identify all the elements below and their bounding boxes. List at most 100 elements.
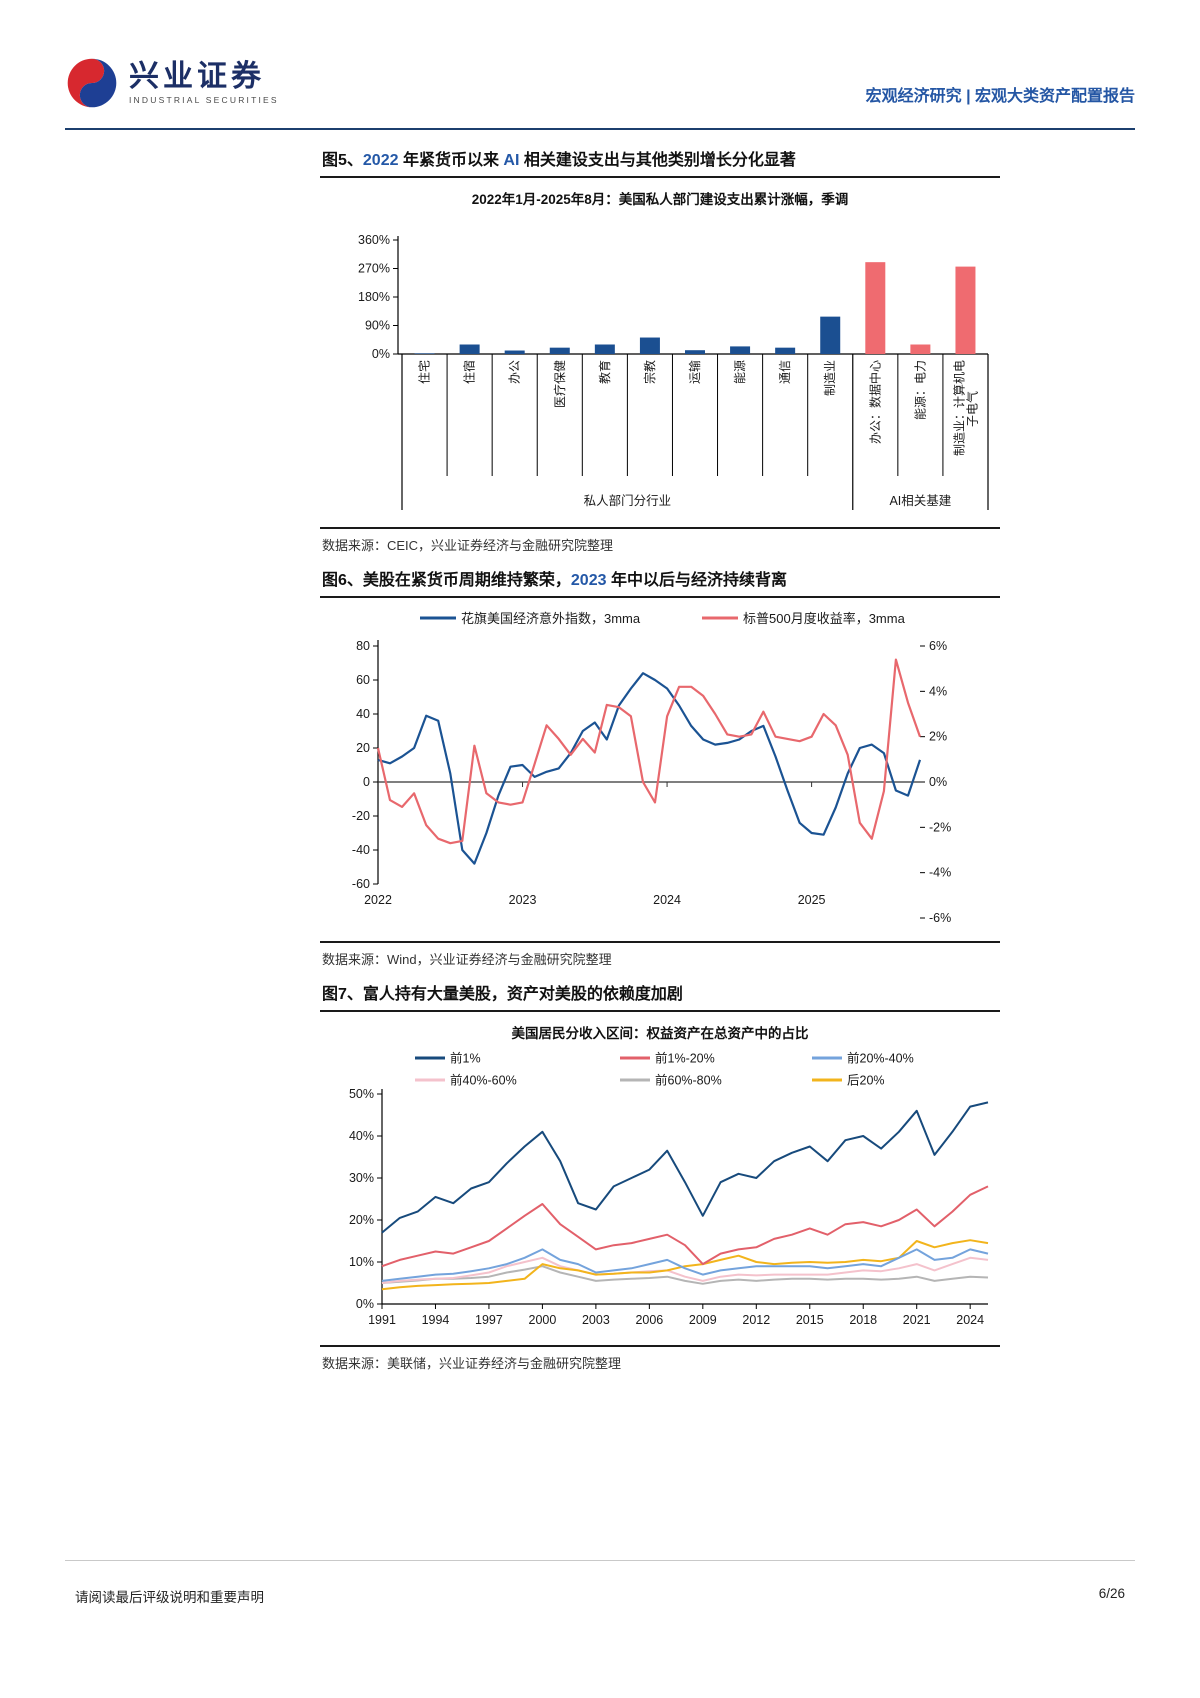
tick-label: 6% bbox=[929, 639, 947, 653]
figure7-source: 数据来源：美联储，兴业证券经济与金融研究院整理 bbox=[320, 1345, 1000, 1374]
series-前60%-80% bbox=[381, 1265, 989, 1285]
bar-10 bbox=[865, 262, 886, 354]
tick-label: -40 bbox=[352, 843, 370, 857]
figure7-block: 图7、富人持有大量美股，资产对美股的依赖度加剧 美国居民分收入区间：权益资产在总… bbox=[320, 984, 1000, 1374]
legend-label: 后20% bbox=[847, 1074, 885, 1088]
tick-label: -60 bbox=[352, 877, 370, 891]
series-前1% bbox=[381, 1101, 989, 1234]
category-label: 能源 bbox=[733, 360, 747, 384]
x-label: 2024 bbox=[956, 1313, 984, 1327]
tick-label: 40 bbox=[356, 707, 370, 721]
bar-2 bbox=[504, 350, 525, 354]
tick-label: 0% bbox=[929, 775, 947, 789]
bar-12 bbox=[955, 266, 976, 354]
legend-label: 标普500月度收益率，3mma bbox=[743, 611, 906, 626]
category-label: 运输 bbox=[687, 360, 702, 384]
title-part: AI bbox=[503, 152, 520, 169]
report-type: 宏观经济研究 | 宏观大类资产配置报告 bbox=[865, 88, 1135, 105]
legend-label: 前40%-60% bbox=[450, 1073, 517, 1088]
figure5-source: 数据来源：CEIC，兴业证券经济与金融研究院整理 bbox=[320, 527, 1000, 556]
title-part: 图5、 bbox=[322, 152, 363, 169]
header-divider bbox=[65, 128, 1135, 130]
x-label: 1994 bbox=[422, 1313, 450, 1327]
x-label: 2003 bbox=[582, 1313, 610, 1327]
tick-label: 180% bbox=[358, 290, 390, 304]
category-label: 能源：电力 bbox=[913, 360, 927, 420]
bar-3 bbox=[549, 347, 570, 354]
series-前20%-40% bbox=[381, 1248, 989, 1282]
tick-label: 10% bbox=[349, 1255, 374, 1269]
brand-name: 兴业证券 bbox=[129, 59, 265, 93]
category-label: 制造业：计算机电 bbox=[951, 360, 966, 456]
series-标普500月度收益率，3mma bbox=[376, 658, 922, 845]
tick-label: -6% bbox=[929, 911, 951, 925]
title-part: 图7、富人持有大量美股，资产对美股的依赖度加剧 bbox=[322, 986, 683, 1003]
category-label: 教育 bbox=[597, 360, 612, 384]
category-label: 子电气 bbox=[964, 391, 979, 427]
figure7-title: 图7、富人持有大量美股，资产对美股的依赖度加剧 bbox=[320, 984, 1000, 1012]
category-label: 住宿 bbox=[462, 360, 477, 384]
tick-label: 270% bbox=[358, 262, 390, 276]
bar-5 bbox=[639, 337, 660, 354]
x-label: 2000 bbox=[529, 1313, 557, 1327]
category-label: 办公：数据中心 bbox=[867, 360, 882, 444]
page-number: 6/26 bbox=[1098, 1586, 1125, 1601]
tick-label: 80 bbox=[356, 639, 370, 653]
tick-label: 30% bbox=[349, 1171, 374, 1185]
x-label: 2024 bbox=[653, 893, 681, 907]
title-part: 2022 bbox=[362, 152, 399, 169]
category-label: 通信 bbox=[778, 360, 792, 384]
bar-11 bbox=[910, 344, 931, 354]
page-header: 兴业证券 INDUSTRIAL SECURITIES 宏观经济研究 | 宏观大类… bbox=[65, 52, 1135, 122]
category-label: 住宅 bbox=[417, 360, 432, 384]
series-后20% bbox=[381, 1239, 989, 1291]
title-part: 年紧货币以来 bbox=[398, 152, 504, 169]
tick-label: 0% bbox=[356, 1297, 374, 1311]
x-label: 2022 bbox=[364, 893, 392, 907]
figure5-chart-title: 2022年1月-2025年8月：美国私人部门建设支出累计涨幅，季调 bbox=[471, 192, 849, 207]
tick-label: 60 bbox=[356, 673, 370, 687]
figure5-block: 图5、2022 年紧货币以来 AI 相关建设支出与其他类别增长分化显著 2022… bbox=[320, 150, 1000, 556]
bar-7 bbox=[730, 346, 751, 354]
title-part: 图6、美股在紧货币周期维持繁荣， bbox=[322, 572, 571, 589]
legend-label: 前60%-80% bbox=[655, 1073, 722, 1088]
bar-0 bbox=[414, 353, 435, 354]
tick-label: -20 bbox=[352, 809, 370, 823]
x-label: 2006 bbox=[635, 1313, 663, 1327]
group-label: AI相关基建 bbox=[889, 494, 951, 508]
bar-8 bbox=[775, 347, 796, 354]
figure6-source: 数据来源：Wind，兴业证券经济与金融研究院整理 bbox=[320, 941, 1000, 970]
tick-label: 4% bbox=[929, 684, 947, 698]
tick-label: -2% bbox=[929, 820, 951, 834]
title-part: 相关建设支出与其他类别增长分化显著 bbox=[519, 152, 796, 169]
category-label: 医疗保健 bbox=[553, 360, 567, 408]
x-label: 2015 bbox=[796, 1313, 824, 1327]
figure6-title: 图6、美股在紧货币周期维持繁荣，2023 年中以后与经济持续背离 bbox=[320, 570, 1000, 598]
figure6-line-chart: 花旗美国经济意外指数，3mma 标普500月度收益率，3mma 80 60 40 20 0 -… bbox=[352, 611, 951, 925]
x-label: 1997 bbox=[475, 1313, 503, 1327]
bar-9 bbox=[820, 316, 841, 354]
x-label: 2023 bbox=[509, 893, 537, 907]
category-label: 宗教 bbox=[642, 360, 657, 384]
tick-label: 2% bbox=[929, 730, 947, 744]
legend-label: 前20%-40% bbox=[847, 1051, 914, 1066]
x-label: 2021 bbox=[903, 1313, 931, 1327]
legend-label: 前1% bbox=[450, 1051, 481, 1066]
figure5-bar-chart: 0% 90% 180% 270% 360% 住宅 住宿 办公 医疗保健 教育 宗教 运输 能源 通信 制造业… bbox=[358, 233, 989, 510]
legend-label: 前1%-20% bbox=[655, 1051, 715, 1066]
figure6-block: 图6、美股在紧货币周期维持繁荣，2023 年中以后与经济持续背离 花旗美国经济意… bbox=[320, 570, 1000, 970]
footer-divider bbox=[65, 1560, 1135, 1561]
group-label: 私人部门分行业 bbox=[584, 493, 672, 508]
tick-label: 360% bbox=[358, 233, 390, 247]
x-label: 2025 bbox=[798, 893, 826, 907]
content-column: 图5、2022 年紧货币以来 AI 相关建设支出与其他类别增长分化显著 2022… bbox=[320, 150, 1000, 1388]
x-label: 2009 bbox=[689, 1313, 717, 1327]
tick-label: 50% bbox=[349, 1087, 374, 1101]
legend-label: 花旗美国经济意外指数，3mma bbox=[461, 611, 641, 626]
x-label: 1991 bbox=[368, 1313, 396, 1327]
footer-disclaimer: 请阅读最后评级说明和重要声明 bbox=[75, 1590, 264, 1605]
brand-swirl-icon bbox=[67, 58, 117, 108]
tick-label: 0 bbox=[363, 775, 370, 789]
brand-name-en: INDUSTRIAL SECURITIES bbox=[129, 94, 279, 105]
